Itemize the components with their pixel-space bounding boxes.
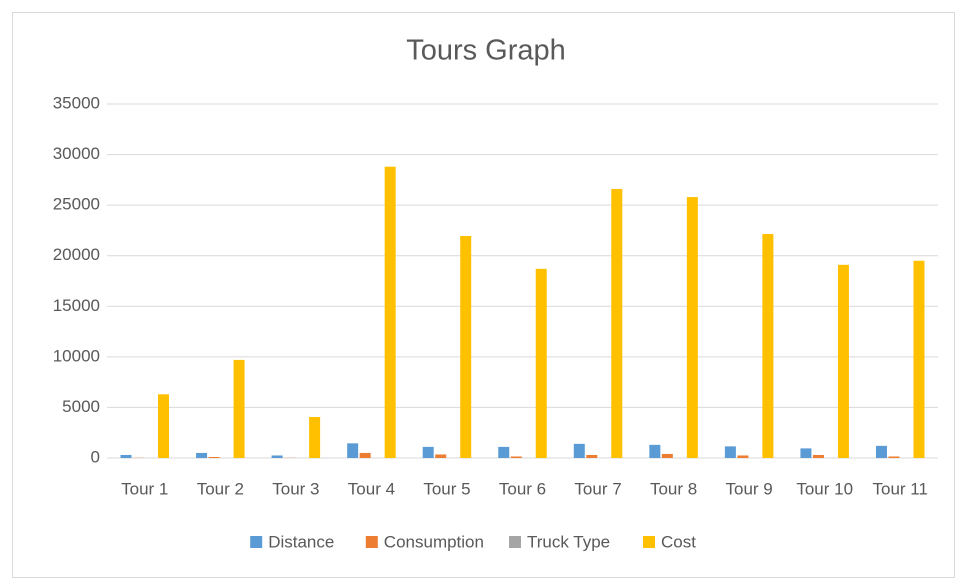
x-tick-label: Tour 7: [574, 479, 621, 498]
bar: [435, 454, 446, 458]
bar: [498, 447, 509, 458]
bar: [423, 447, 434, 458]
legend-label: Truck Type: [527, 532, 610, 551]
bar: [737, 455, 748, 458]
bar: [511, 456, 522, 458]
legend-label: Cost: [661, 532, 696, 551]
bar: [611, 189, 622, 458]
bar: [876, 446, 887, 458]
y-tick-label: 5000: [62, 397, 100, 416]
legend-swatch: [509, 536, 521, 548]
bar: [158, 394, 169, 458]
y-tick-label: 35000: [53, 93, 100, 112]
x-tick-label: Tour 4: [348, 479, 395, 498]
x-tick-label: Tour 3: [272, 479, 319, 498]
bar: [888, 456, 899, 458]
bar: [725, 446, 736, 458]
bar: [762, 234, 773, 458]
bar: [838, 265, 849, 458]
bar: [309, 417, 320, 458]
bar: [272, 455, 283, 458]
bar: [649, 445, 660, 458]
bar: [385, 167, 396, 458]
bar: [574, 444, 585, 458]
chart-title: Tours Graph: [406, 35, 566, 67]
bar: [586, 455, 597, 458]
x-tick-label: Tour 11: [873, 479, 928, 498]
y-tick-label: 15000: [53, 296, 100, 315]
x-tick-label: Tour 10: [796, 479, 853, 498]
y-tick-label: 30000: [53, 144, 100, 163]
y-tick-label: 0: [91, 447, 100, 466]
bar: [360, 453, 371, 458]
bar: [800, 448, 811, 458]
x-tick-label: Tour 5: [423, 479, 470, 498]
bar: [687, 197, 698, 458]
bar: [121, 455, 132, 458]
bar: [813, 455, 824, 458]
x-tick-label: Tour 2: [197, 479, 244, 498]
bar: [196, 453, 207, 458]
bar: [209, 457, 220, 458]
x-tick-label: Tour 8: [650, 479, 697, 498]
bar: [234, 360, 245, 458]
legend-swatch: [643, 536, 655, 548]
legend-label: Consumption: [384, 532, 484, 551]
x-tick-label: Tour 9: [726, 479, 773, 498]
legend-swatch: [366, 536, 378, 548]
bar: [460, 236, 471, 458]
y-tick-label: 20000: [53, 245, 100, 264]
y-tick-label: 25000: [53, 195, 100, 214]
legend-swatch: [250, 536, 262, 548]
bar: [662, 454, 673, 458]
bar: [913, 261, 924, 458]
bar: [536, 269, 547, 458]
x-tick-label: Tour 1: [121, 479, 168, 498]
bar: [347, 443, 358, 458]
y-tick-label: 10000: [53, 346, 100, 365]
legend-label: Distance: [268, 532, 334, 551]
x-tick-label: Tour 6: [499, 479, 546, 498]
